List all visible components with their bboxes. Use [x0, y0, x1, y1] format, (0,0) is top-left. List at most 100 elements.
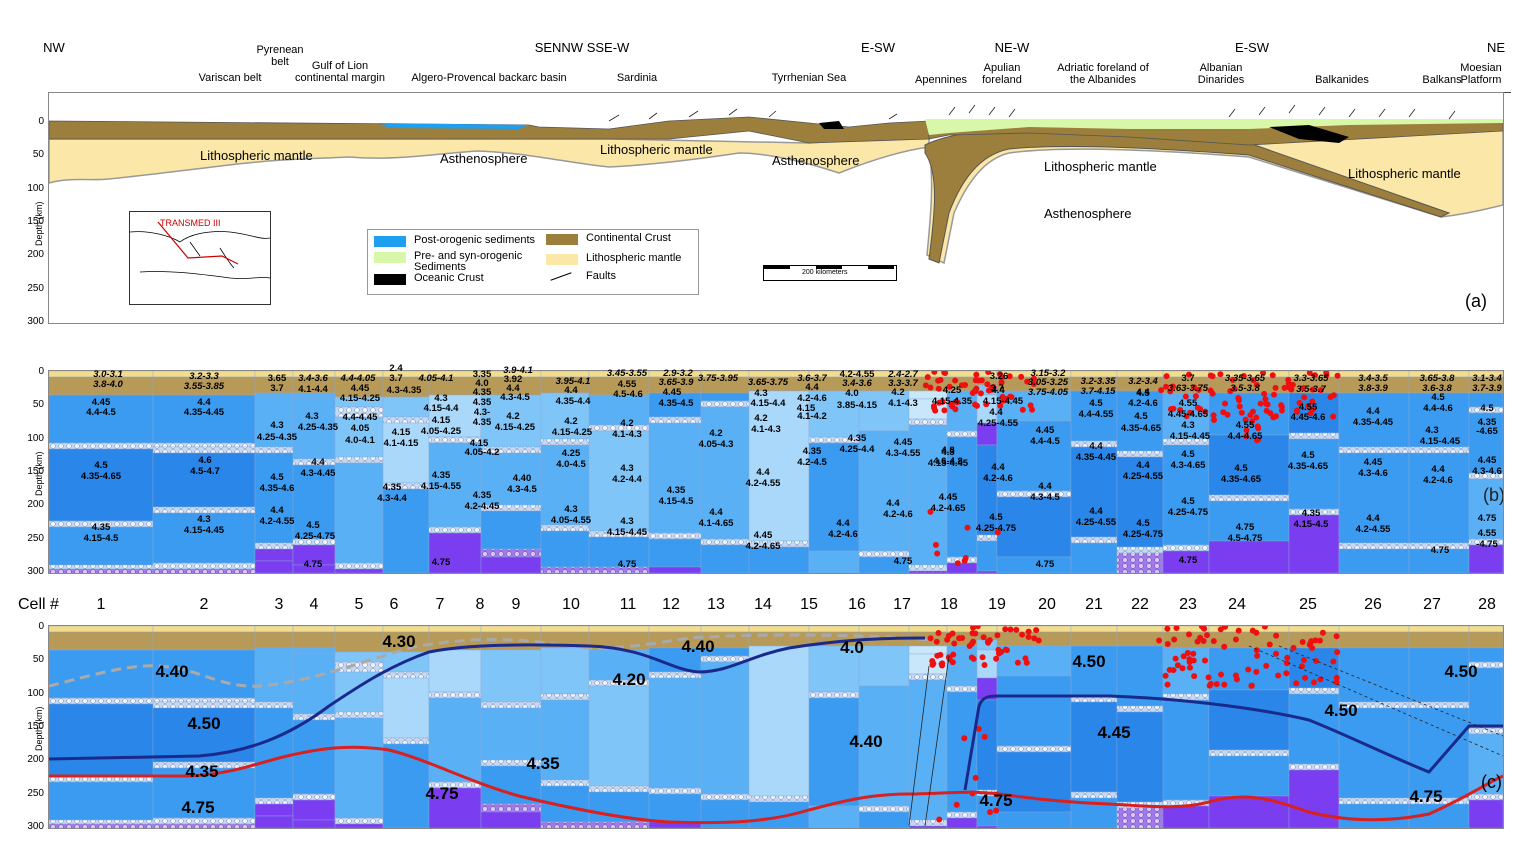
panel-a-label: (a): [1465, 291, 1487, 311]
cell-velocity-value: 4.2-4.6: [828, 529, 858, 540]
cell-velocity-value: 3.9-4.1: [503, 365, 533, 376]
earthquake-dot: [1013, 626, 1020, 633]
cell-velocity-value: 4.5: [94, 460, 108, 471]
velocity-cell: [648, 416, 702, 424]
velocity-cell: [292, 398, 336, 460]
panel-c: (c): [48, 625, 1504, 829]
cell-velocity-value: 4.8: [941, 445, 955, 456]
cell-velocity-value: 4.4: [886, 498, 900, 509]
earthquake-dot: [1207, 372, 1214, 379]
earthquake-dot: [1309, 398, 1316, 405]
faults: [608, 104, 1456, 122]
earthquake-dot: [941, 407, 948, 414]
cell-velocity-value: 3.35-3.65: [1224, 373, 1266, 384]
cell-velocity-value: 4.15-4.45: [183, 525, 225, 536]
earthquake-dot: [935, 385, 942, 392]
earthquake-dot: [1217, 371, 1224, 378]
velocity-cell: [996, 675, 1072, 747]
velocity-cell: [334, 651, 384, 663]
velocity-cell: [1070, 542, 1118, 573]
velocity-cell: [588, 821, 650, 828]
crust-layer: [648, 626, 702, 633]
cell-velocity-value: 4.35-4.65: [1287, 461, 1329, 472]
cell-velocity-value: 4.35-4.6: [259, 483, 295, 494]
panel-a-cross-section: [49, 104, 1503, 265]
cell-velocity-value: 4.5: [1181, 496, 1195, 507]
velocity-cell: [1070, 791, 1118, 799]
depth-tick: 150: [27, 466, 44, 477]
cell-number: 17: [893, 596, 911, 613]
crust-layer: [1070, 631, 1118, 647]
velocity-cell: [648, 392, 702, 418]
cell-velocity-value: 4.15-4.45: [1169, 431, 1211, 442]
depth-tick: 300: [27, 566, 44, 577]
earthquake-dot: [1033, 627, 1040, 634]
earthquake-dot: [1213, 681, 1220, 688]
velocity-cell: [334, 562, 384, 570]
earthquake-dot: [1245, 666, 1252, 673]
crust-layer: [1468, 626, 1503, 633]
cell-velocity-value: 4.2-4.65: [745, 541, 781, 552]
cell-velocity-value: 4.4: [270, 505, 284, 516]
earthquake-dot: [1264, 401, 1271, 408]
earthquake-dot: [1272, 384, 1279, 391]
cell-velocity-value: 4.15: [469, 438, 489, 449]
cell-velocity-value: 3.4-3.5: [1358, 373, 1388, 384]
earthquake-dot: [1261, 390, 1268, 397]
earthquake-dot: [936, 399, 943, 406]
cell-velocity-value: 4.2: [754, 413, 768, 424]
earthquake-dot: [1221, 681, 1228, 688]
earthquake-dot: [1266, 641, 1273, 648]
depth-axis-title: Depth (km): [34, 706, 44, 751]
region-label: Algero-Provencal backarc basin: [411, 72, 567, 84]
panel-b: (b): [48, 370, 1504, 574]
velocity-cell: [292, 653, 336, 715]
earthquake-dot: [997, 402, 1004, 409]
layer-label: Lithospheric mantle: [600, 142, 713, 157]
earthquake-dot: [927, 508, 934, 515]
cell-velocity-value: 4.4: [1089, 441, 1103, 452]
velocity-cell: [152, 562, 256, 570]
velocity-cell: [152, 568, 256, 573]
earthquake-dot: [1243, 433, 1250, 440]
velocity-cell: [1288, 769, 1340, 828]
earthquake-dot: [975, 725, 982, 732]
velocity-cell: [996, 745, 1072, 753]
velocity-cell: [480, 649, 542, 703]
crust-layer: [428, 626, 482, 633]
earthquake-dot: [961, 557, 968, 564]
cell-velocity-value: 4.5: [1234, 463, 1248, 474]
cell-velocity-value: 4.45: [1477, 455, 1497, 466]
velocity-cell: [382, 737, 430, 745]
cell-velocity-value: 4.45: [91, 397, 111, 408]
cell-velocity-value: 4.15-4.45: [982, 396, 1024, 407]
earthquake-dot: [1227, 388, 1234, 395]
earthquake-dot: [981, 661, 988, 668]
cell-velocity-value: 4.75: [617, 559, 637, 570]
layer-velocity-value: 4.50: [1324, 701, 1358, 720]
cell-number: 21: [1085, 596, 1103, 613]
legend-swatch: [546, 234, 578, 245]
cell-velocity-value: 3.0-3.1: [93, 369, 123, 380]
earthquake-dot: [1156, 637, 1163, 644]
earthquake-dot: [931, 371, 938, 375]
earthquake-dot: [1019, 631, 1026, 638]
crust-layer: [1338, 631, 1410, 649]
earthquake-dot: [1191, 384, 1198, 391]
cell-velocity-value: 4.2: [891, 387, 905, 398]
earthquake-dot: [1263, 662, 1270, 669]
layer-velocity-value: 4.75: [979, 791, 1013, 810]
cell-velocity-value: -4.65: [1476, 426, 1498, 437]
cell-velocity-value: 4.0-4.5: [556, 459, 586, 470]
earthquake-dot: [1194, 404, 1201, 411]
velocity-cell: [1338, 392, 1410, 448]
earthquake-dot: [964, 524, 971, 531]
velocity-cell: [428, 649, 482, 693]
cell-velocity-value: 4.75: [431, 557, 451, 568]
earthquake-dot: [1255, 425, 1262, 432]
earthquake-dot: [1307, 410, 1314, 417]
cell-velocity-value: 3.3-3.65: [1293, 373, 1329, 384]
velocity-cell: [480, 556, 542, 573]
earthquake-dot: [980, 634, 987, 641]
velocity-cell: [254, 647, 294, 703]
